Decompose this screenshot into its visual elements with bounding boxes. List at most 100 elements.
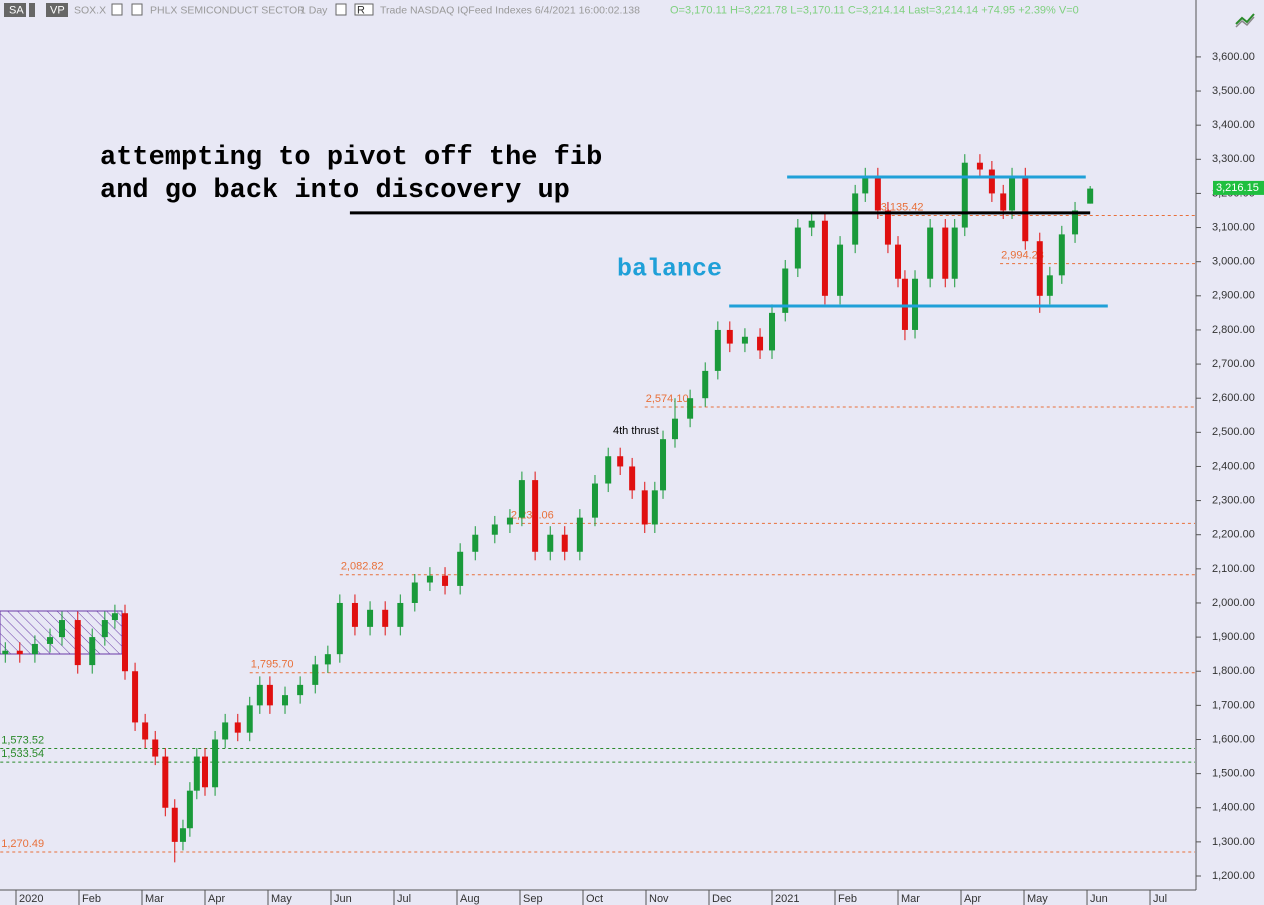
r-button[interactable]: R — [357, 4, 365, 16]
y-tick-label: 2,400.00 — [1212, 460, 1255, 472]
candle-body — [518, 480, 525, 518]
candle-body — [951, 227, 958, 279]
y-tick-label: 2,200.00 — [1212, 529, 1255, 541]
candle-body — [193, 756, 200, 791]
candle-body — [442, 575, 449, 586]
toolbar: SA VP SOX.X PHLX SEMICONDUCT SECTOR 1 Da… — [4, 3, 1255, 28]
x-tick-label: Nov — [649, 893, 669, 905]
candle-body — [179, 828, 186, 842]
dropdown[interactable] — [335, 3, 347, 16]
x-tick-label: Jul — [1153, 893, 1167, 905]
candle-body — [629, 466, 636, 491]
symbol-name: PHLX SEMICONDUCT SECTOR — [150, 4, 305, 16]
y-tick-label: 2,700.00 — [1212, 358, 1255, 370]
x-tick-label: Feb — [82, 893, 101, 905]
y-tick-label: 2,600.00 — [1212, 392, 1255, 404]
level-label: 2,994.28 — [1001, 250, 1044, 262]
candle-body — [942, 227, 949, 279]
candle-body — [576, 517, 583, 552]
candle-body — [324, 654, 331, 665]
candle-body — [651, 490, 658, 525]
candle-body — [821, 220, 828, 296]
candle-body — [282, 695, 289, 706]
dropdown[interactable] — [354, 3, 374, 16]
sa-button[interactable]: SA — [9, 4, 24, 16]
button[interactable] — [29, 3, 35, 17]
candle-body — [660, 439, 667, 491]
y-tick-label: 1,700.00 — [1212, 699, 1255, 711]
candle-body — [212, 739, 219, 788]
candle-body — [532, 480, 539, 552]
y-tick-label: 3,100.00 — [1212, 221, 1255, 233]
candle-body — [961, 162, 968, 228]
candle-body — [16, 650, 23, 655]
candle-body — [506, 517, 513, 525]
candle-body — [152, 739, 159, 757]
symbol[interactable]: SOX.X — [74, 4, 106, 16]
candle-body — [58, 620, 65, 638]
x-tick-label: Mar — [145, 893, 164, 905]
candle-body — [547, 534, 554, 552]
dropdown[interactable] — [131, 3, 143, 16]
y-tick-label: 3,600.00 — [1212, 51, 1255, 63]
candle-body — [641, 490, 648, 525]
candle-body — [687, 398, 694, 419]
annotation: balance — [617, 255, 722, 284]
x-tick-label: Apr — [964, 893, 981, 905]
y-tick-label: 3,300.00 — [1212, 153, 1255, 165]
button[interactable] — [4, 3, 26, 17]
last-price-label: 3,216.15 — [1216, 182, 1259, 194]
candle-body — [382, 609, 389, 627]
y-tick-label: 1,400.00 — [1212, 802, 1255, 814]
candle-body — [852, 193, 859, 245]
candle-body — [976, 162, 983, 170]
vp-button[interactable]: VP — [50, 4, 65, 16]
y-tick-label: 3,500.00 — [1212, 85, 1255, 97]
y-tick-label: 2,000.00 — [1212, 597, 1255, 609]
candle-body — [2, 650, 9, 655]
x-tick-label: 2020 — [19, 893, 43, 905]
candle-body — [837, 244, 844, 296]
level-label: 1,533.54 — [1, 748, 44, 760]
candle-body — [605, 456, 612, 484]
y-tick-label: 2,300.00 — [1212, 494, 1255, 506]
candle-body — [111, 613, 118, 621]
candle-body — [336, 602, 343, 655]
level-label: 1,270.49 — [1, 838, 44, 850]
candle-body — [74, 620, 81, 666]
y-tick-label: 1,600.00 — [1212, 733, 1255, 745]
level-label: 1,573.52 — [1, 734, 44, 746]
candle-body — [426, 575, 433, 583]
candle-body — [912, 278, 919, 330]
candle-body — [89, 637, 96, 666]
y-tick-label: 1,900.00 — [1212, 631, 1255, 643]
candle-body — [901, 278, 908, 330]
x-tick-label: Jul — [397, 893, 411, 905]
level-label: 2,082.82 — [341, 561, 384, 573]
chart-icon[interactable] — [1235, 13, 1255, 28]
button[interactable] — [46, 3, 68, 17]
candle-body — [142, 722, 149, 740]
annotation: attempting to pivot off the fib — [100, 143, 602, 173]
y-tick-label: 2,500.00 — [1212, 426, 1255, 438]
candle-body — [1046, 275, 1053, 296]
level-label: 3,135.42 — [881, 201, 924, 213]
dropdown[interactable] — [111, 3, 123, 16]
candle-body — [561, 534, 568, 552]
y-tick-label: 3,000.00 — [1212, 256, 1255, 268]
candle-body — [351, 602, 358, 627]
level-label: 1,795.70 — [251, 659, 294, 671]
candle-body — [1022, 176, 1029, 242]
candle-body — [1036, 241, 1043, 296]
x-tick-label: Oct — [586, 893, 603, 905]
y-tick-label: 1,800.00 — [1212, 665, 1255, 677]
candle-body — [186, 790, 193, 829]
candle-body — [411, 582, 418, 603]
period[interactable]: 1 Day — [300, 4, 328, 16]
candle-body — [367, 609, 374, 627]
candle-body — [884, 210, 891, 245]
candle-body — [171, 807, 178, 842]
candle-body — [31, 643, 38, 655]
